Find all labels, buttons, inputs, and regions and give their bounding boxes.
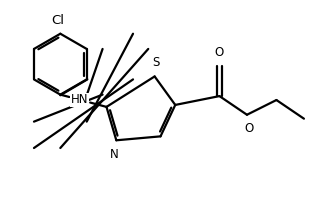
Text: S: S [152, 56, 159, 69]
Text: O: O [245, 122, 254, 135]
Text: N: N [110, 148, 118, 161]
Text: O: O [215, 46, 224, 59]
Text: HN: HN [71, 93, 88, 106]
Text: Cl: Cl [52, 14, 64, 27]
